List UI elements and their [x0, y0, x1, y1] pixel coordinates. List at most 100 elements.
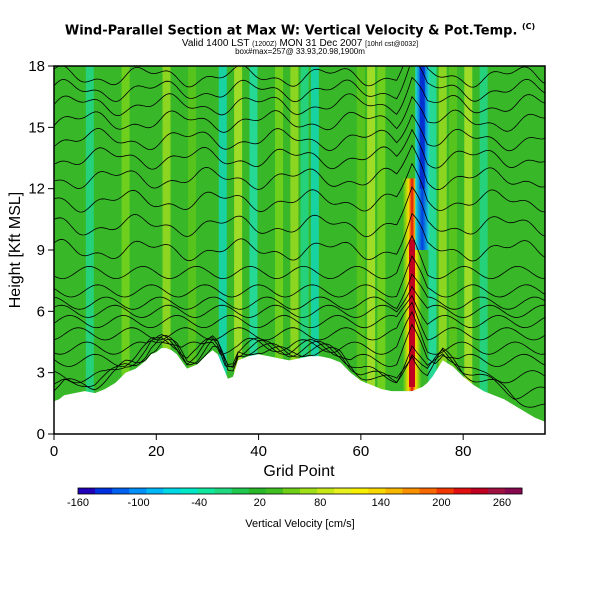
- colorbar-tick-label: -100: [128, 497, 150, 509]
- theta-contour: [54, 323, 545, 367]
- updraft-peak: [409, 239, 416, 387]
- colorbar-swatch: [265, 488, 284, 494]
- subtitle-valid: Valid 1400 LST (1200Z) MON 31 Dec 2007 […: [0, 38, 600, 49]
- colorbar-swatch: [334, 488, 352, 494]
- colorbar-swatch: [112, 488, 130, 494]
- x-axis: 0 20 40 60 80: [50, 434, 472, 460]
- downdraft-band: [85, 66, 94, 434]
- colorbar-swatch: [197, 488, 216, 494]
- subtitle-run: [10hrl cst@0032]: [365, 41, 419, 48]
- colorbar-swatch: [470, 488, 489, 494]
- x-tick-label: 60: [353, 443, 370, 460]
- colorbar-tick-label: -40: [191, 497, 207, 509]
- theta-contour: [54, 335, 545, 400]
- y-tick-label: 9: [37, 242, 45, 259]
- x-tick-label: 40: [250, 443, 267, 460]
- colorbar-swatch: [248, 488, 267, 494]
- updraft-band: [464, 66, 473, 434]
- updraft-band: [188, 66, 197, 434]
- theta-contour: [54, 285, 545, 318]
- updraft-band: [448, 66, 457, 434]
- velocity-bands: [85, 66, 488, 434]
- colorbar-swatch: [129, 488, 147, 494]
- theta-contour: [54, 301, 545, 341]
- colorbar-swatch: [231, 488, 250, 494]
- subtitle-time: (1200Z): [252, 41, 277, 48]
- colorbar-swatch: [163, 488, 181, 494]
- colorbar-swatch: [504, 488, 523, 494]
- colorbar-tick-label: 260: [493, 497, 511, 509]
- updraft-band: [275, 66, 284, 434]
- colorbar-tick-label: 200: [432, 497, 450, 509]
- colorbar-title: Vertical Velocity [cm/s]: [245, 518, 354, 530]
- y-axis-title: Height [Kft MSL]: [7, 192, 24, 309]
- colorbar-swatch: [385, 488, 403, 494]
- theta-contour: [54, 76, 545, 117]
- colorbar-swatch: [487, 488, 506, 494]
- colorbar-swatch: [317, 488, 335, 494]
- theta-contour: [54, 113, 545, 152]
- theta-contour: [54, 338, 545, 408]
- theta-contour: [54, 310, 545, 355]
- theta-contour: [54, 186, 545, 238]
- updraft-band: [377, 66, 386, 434]
- colorbar-swatch: [368, 488, 386, 494]
- colorbar: -160 -100 -40 20 80 140 200 260: [67, 487, 523, 509]
- x-axis-title: Grid Point: [263, 463, 335, 480]
- colorbar-swatch: [300, 488, 318, 494]
- theta-contour: [54, 144, 545, 191]
- updraft-band: [367, 66, 376, 434]
- colorbar-swatch: [402, 488, 421, 494]
- colorbar-swatch: [146, 488, 164, 494]
- downdraft-band: [300, 66, 309, 434]
- colorbar-tick-label: -160: [67, 497, 89, 509]
- y-tick-label: 3: [37, 365, 45, 382]
- colorbar-swatch: [78, 488, 96, 494]
- subtitle-box: box#max=257@ 33.93,20.98,1900m: [235, 47, 365, 56]
- colorbar-tick-label: 20: [254, 497, 266, 509]
- y-tick-label: 18: [28, 58, 45, 75]
- theta-contour: [54, 234, 545, 280]
- downdraft-band: [428, 66, 437, 434]
- updraft-band: [438, 66, 447, 434]
- colorbar-tick-label: 140: [372, 497, 390, 509]
- theta-contour: [54, 66, 545, 103]
- theta-contour: [54, 294, 545, 329]
- colorbar-tick-label: 80: [314, 497, 326, 509]
- terrain: [54, 348, 545, 434]
- x-tick-label: 0: [50, 443, 58, 460]
- subtitle-valid-text: Valid 1400 LST: [181, 38, 250, 49]
- theta-contour: [54, 128, 545, 170]
- downdraft-band: [310, 66, 319, 434]
- y-tick-label: 15: [28, 119, 45, 136]
- colorbar-swatch: [351, 488, 369, 494]
- chart-title-text: Wind-Parallel Section at Max W: Vertical…: [64, 23, 518, 39]
- updraft-band: [290, 66, 299, 434]
- x-tick-label: 80: [455, 443, 472, 460]
- theta-contour: [54, 162, 545, 213]
- downdraft-band: [479, 66, 488, 434]
- downdraft-peak: [419, 66, 425, 189]
- theta-contour: [54, 95, 545, 133]
- x-tick-label: 20: [148, 443, 165, 460]
- colorbar-swatch: [419, 488, 438, 494]
- colorbar-swatch: [436, 488, 455, 494]
- colorbar-swatch: [214, 488, 233, 494]
- title-mark: (C): [521, 22, 536, 31]
- updraft-band: [162, 66, 171, 434]
- theta-contour: [54, 334, 545, 384]
- colorbar-swatch: [453, 488, 472, 494]
- y-tick-label: 12: [28, 181, 45, 198]
- colorbar-swatch: [180, 488, 199, 494]
- y-tick-label: 0: [37, 426, 45, 443]
- theta-contour: [54, 212, 545, 262]
- colorbar-swatch: [95, 488, 113, 494]
- chart-title: Wind-Parallel Section at Max W: Vertical…: [0, 22, 600, 38]
- theta-contours: [54, 66, 545, 408]
- y-axis: 0 3 6 9 12 15 18: [28, 58, 54, 443]
- colorbar-frame: [77, 487, 523, 495]
- theta-contour: [54, 273, 545, 310]
- updraft-band: [234, 66, 243, 434]
- subtitle-date: MON 31 Dec 2007: [279, 38, 363, 49]
